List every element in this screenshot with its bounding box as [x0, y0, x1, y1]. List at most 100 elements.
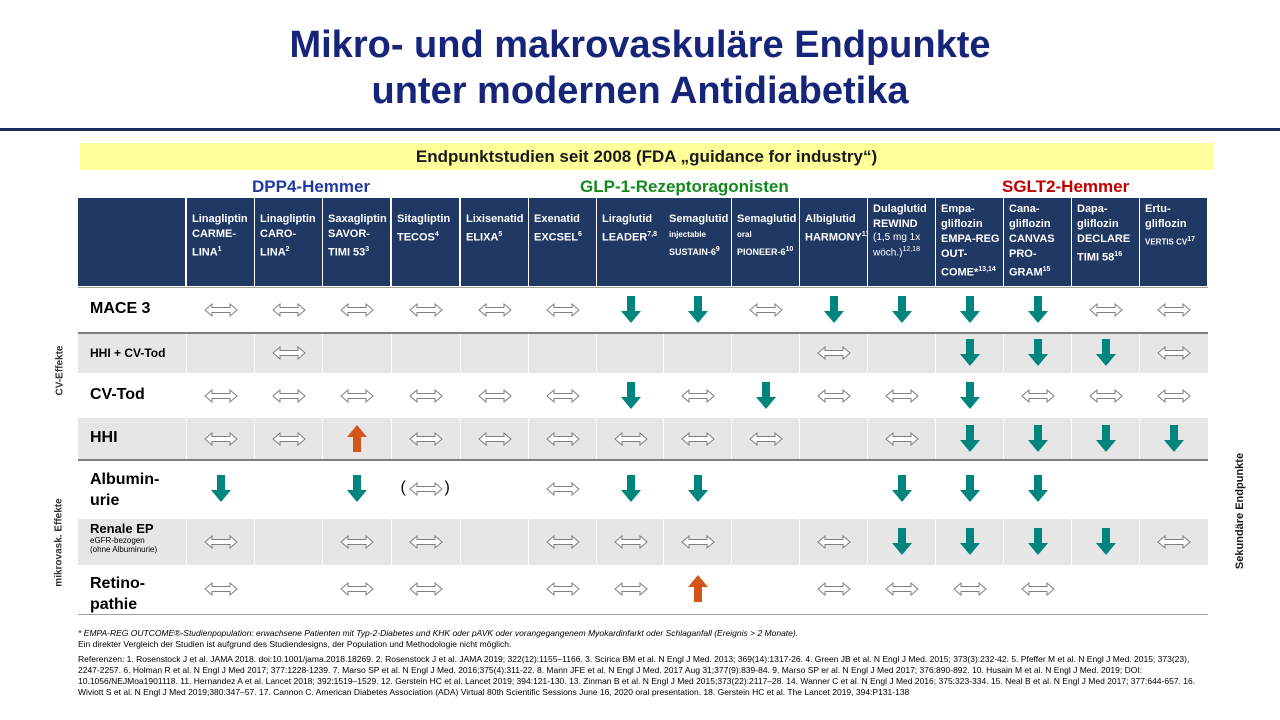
down-arrow-icon — [687, 475, 708, 502]
column-drug: Sitagliptin — [397, 213, 451, 225]
column-trial-2: LINA1 — [192, 246, 222, 259]
column-reference: 10 — [785, 246, 794, 253]
table-row — [78, 333, 1208, 373]
neutral-double-arrow-icon — [613, 432, 648, 446]
column-separator — [186, 418, 187, 460]
down-arrow-icon — [1163, 425, 1184, 452]
column-reference: 4 — [434, 231, 439, 238]
row-label-main: Renale EP — [90, 521, 154, 536]
column-reference: 1 — [217, 246, 222, 253]
column-header-8: Semaglutid injectable SUSTAIN-69 — [664, 198, 731, 286]
neutral-double-arrow-icon — [1088, 303, 1123, 317]
row-label: CV-Tod — [90, 386, 145, 404]
neutral-double-arrow-icon — [271, 432, 306, 446]
column-separator — [867, 519, 868, 565]
column-header-1: Linagliptin CARME- LINA1 — [187, 198, 254, 286]
neutral-double-arrow-icon — [271, 346, 306, 360]
slide-title: Mikro- und makrovaskuläre Endpunkte unte… — [0, 22, 1280, 114]
column-drug: Empa- — [941, 203, 975, 215]
column-trial-2: EMPA-REG OUT-COME*13,14 — [941, 233, 1000, 279]
column-separator — [935, 519, 936, 565]
neutral-double-arrow-icon — [545, 389, 580, 403]
table-rule — [78, 614, 1208, 615]
down-arrow-icon — [823, 296, 844, 323]
neutral-double-arrow-icon — [408, 482, 443, 496]
column-reference: 5 — [498, 231, 503, 238]
column-separator — [731, 418, 732, 460]
column-separator — [663, 333, 664, 373]
down-arrow-icon — [1027, 425, 1048, 452]
column-header-3: Saxagliptin SAVOR- TIMI 533 — [323, 198, 390, 286]
row-label: Retino-pathie — [90, 573, 145, 615]
neutral-double-arrow-icon — [339, 389, 374, 403]
column-trial: gliflozin — [1145, 218, 1187, 230]
neutral-double-arrow-icon — [545, 582, 580, 596]
column-header-4: Sitagliptin TECOS4 — [392, 198, 459, 286]
down-arrow-icon — [959, 528, 980, 555]
neutral-double-arrow-icon — [203, 389, 238, 403]
column-separator — [1071, 418, 1072, 460]
header-corner — [78, 198, 185, 286]
column-drug: Saxagliptin — [328, 213, 387, 225]
column-reference: 2 — [285, 246, 290, 253]
neutral-double-arrow-icon — [271, 389, 306, 403]
column-separator — [528, 519, 529, 565]
column-separator — [935, 333, 936, 373]
row-label: MACE 3 — [90, 300, 151, 318]
column-formulation: oral — [737, 230, 752, 239]
neutral-double-arrow-icon — [1156, 346, 1191, 360]
column-header-11: Dulaglutid REWIND (1,5 mg 1x wöch.)12,18 — [868, 198, 935, 286]
column-trial-2: CANVAS PRO-GRAM15 — [1009, 233, 1055, 279]
neutral-double-arrow-icon — [680, 389, 715, 403]
neutral-double-arrow-icon — [1156, 389, 1191, 403]
footnote-block: * EMPA-REG OUTCOME®-Studienpopulation: e… — [78, 628, 1208, 650]
row-label-sub: eGFR-bezogen — [90, 536, 145, 545]
neutral-double-arrow-icon — [1156, 535, 1191, 549]
neutral-double-arrow-icon — [408, 303, 443, 317]
down-arrow-icon — [1027, 475, 1048, 502]
column-trial: LEADER7,8 — [602, 231, 657, 244]
group-label-dpp4: DPP4-Hemmer — [252, 177, 371, 196]
column-header-12: Empa-gliflozin EMPA-REG OUT-COME*13,14 — [936, 198, 1003, 286]
neutral-double-arrow-icon — [680, 432, 715, 446]
column-drug: Exenatid — [534, 213, 580, 225]
title-divider — [0, 128, 1280, 131]
down-arrow-icon — [959, 382, 980, 409]
neutral-double-arrow-icon — [1020, 582, 1055, 596]
neutral-double-arrow-icon — [477, 432, 512, 446]
column-drug: Dulaglutid — [873, 203, 927, 215]
group-label-sglt2: SGLT2-Hemmer — [1002, 177, 1130, 196]
side-label-secondary: Sekundäre Endpunkte — [1234, 452, 1246, 570]
row-label-line-2: pathie — [90, 596, 138, 613]
column-trial-2: (1,5 mg 1x wöch.)12,18 — [873, 232, 921, 259]
down-arrow-icon — [687, 296, 708, 323]
column-separator — [254, 519, 255, 565]
column-drug: Semaglutid — [669, 213, 729, 225]
neutral-double-arrow-icon — [613, 582, 648, 596]
column-reference: 6 — [578, 231, 582, 238]
column-separator — [799, 333, 800, 373]
column-reference: 16 — [1114, 251, 1123, 258]
column-trial: ELIXA5 — [466, 231, 503, 244]
column-trial-2: TIMI 533 — [328, 246, 370, 259]
column-trial: gliflozin — [1009, 218, 1051, 230]
neutral-double-arrow-icon — [545, 482, 580, 496]
column-separator — [186, 519, 187, 565]
column-header-5: Lixisenatid ELIXA5 — [461, 198, 528, 286]
neutral-double-arrow-icon — [203, 432, 238, 446]
row-label-line-1: Albumin- — [90, 471, 160, 488]
neutral-double-arrow-icon — [1020, 389, 1055, 403]
down-arrow-icon — [959, 475, 980, 502]
column-separator — [867, 333, 868, 373]
title-line-1: Mikro- und makrovaskuläre Endpunkte — [289, 24, 991, 66]
row-label-line-1: Retino- — [90, 575, 146, 592]
neutral-double-arrow-icon — [748, 303, 783, 317]
side-label-micro: mikrovask. Effekte — [53, 498, 65, 587]
column-separator — [528, 418, 529, 460]
neutral-double-arrow-icon — [339, 303, 374, 317]
neutral-double-arrow-icon — [952, 582, 987, 596]
neutral-double-arrow-icon — [477, 389, 512, 403]
column-reference: 9 — [715, 246, 720, 253]
column-separator — [391, 333, 392, 373]
neutral-double-arrow-icon — [203, 582, 238, 596]
